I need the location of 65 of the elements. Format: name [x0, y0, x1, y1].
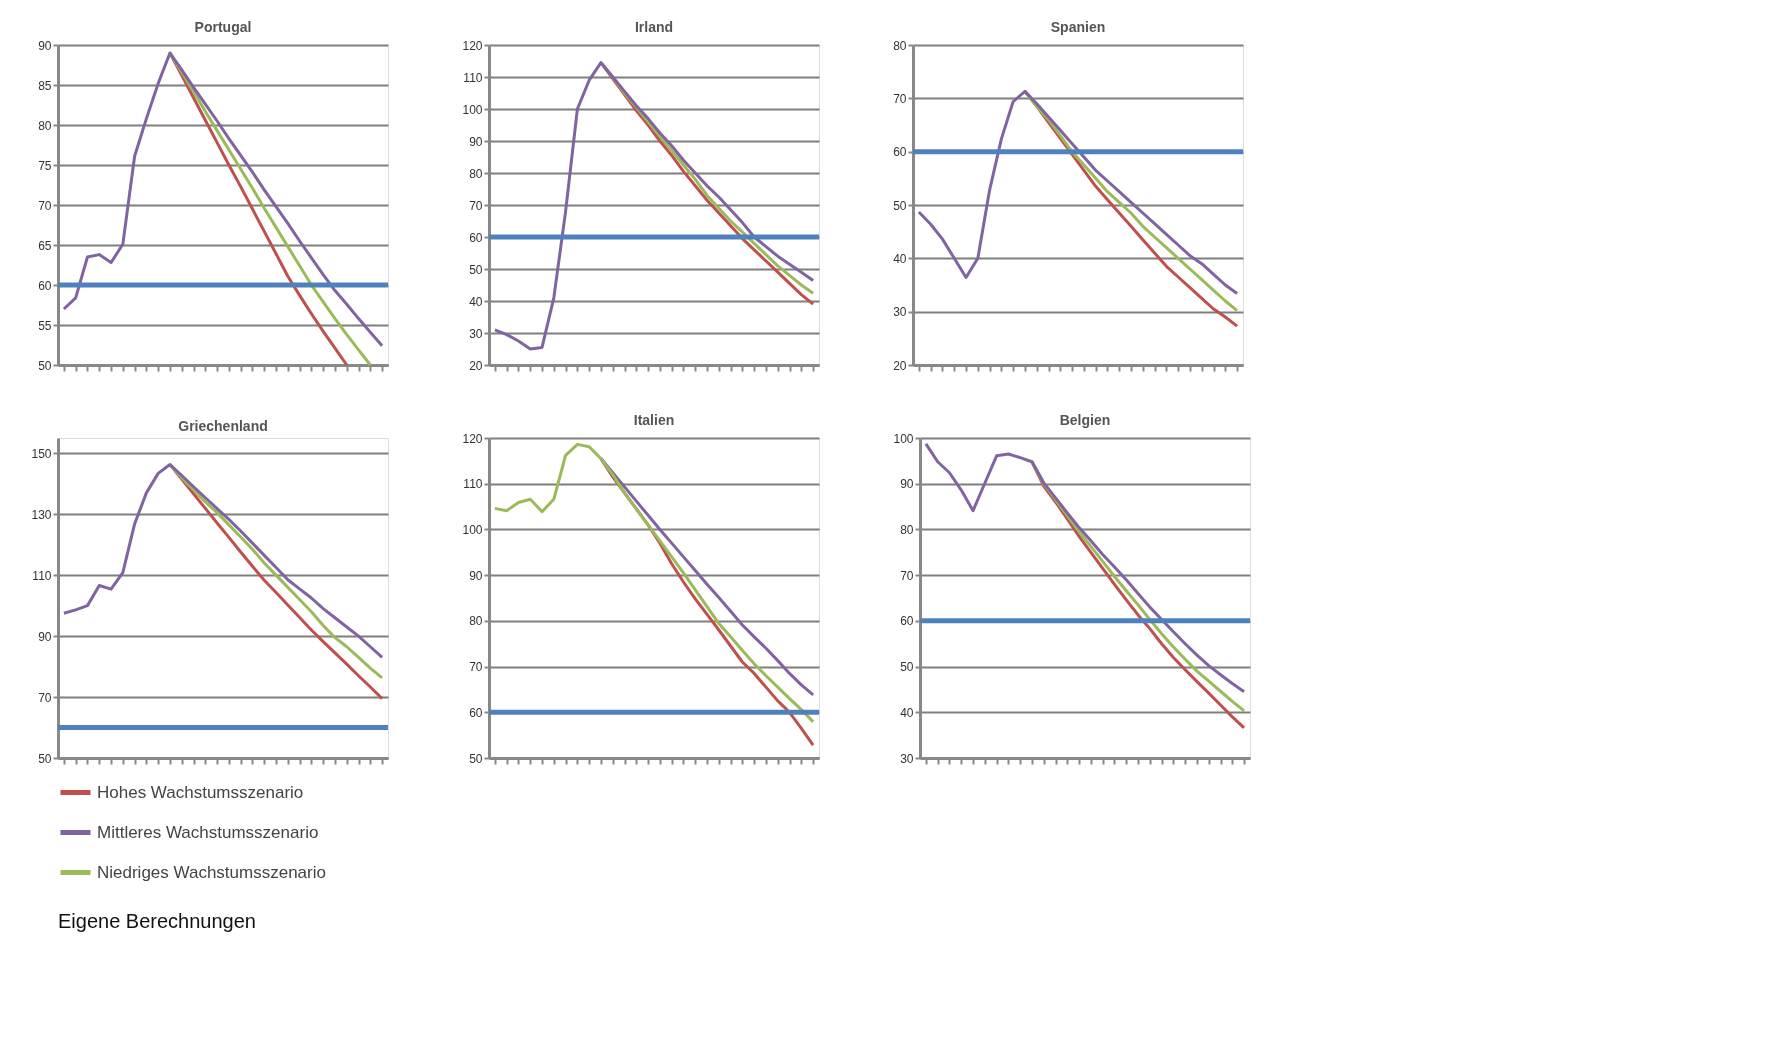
y-tick-label: 50 [469, 262, 483, 277]
y-tick-label: 55 [38, 318, 52, 333]
y-tick-label: 70 [38, 690, 52, 705]
y-tick-label: 70 [900, 568, 914, 583]
y-tick-label: 50 [38, 751, 52, 766]
line-series [493, 61, 815, 351]
chart-title: Italien [633, 412, 675, 428]
legend-label: Mittleres Wachstumsszenario [97, 822, 319, 842]
y-tick-label: 65 [38, 238, 52, 253]
y-tick-label: 90 [469, 134, 483, 149]
y-tick-label: 90 [900, 477, 914, 492]
y-tick-label: 40 [900, 705, 914, 720]
line-series [62, 463, 384, 659]
line-series [924, 442, 1246, 694]
y-tick-label: 90 [469, 568, 483, 583]
y-tick-label: 60 [469, 230, 483, 245]
y-tick-label: 60 [893, 145, 907, 160]
y-tick-label: 110 [463, 477, 483, 492]
y-tick-label: 80 [469, 166, 483, 181]
y-tick-label: 30 [900, 751, 914, 766]
y-tick-label: 50 [469, 751, 483, 766]
chart-title: Spanien [1050, 19, 1106, 35]
y-tick-label: 70 [893, 91, 907, 106]
y-tick-label: 70 [469, 660, 483, 675]
y-tick-label: 50 [893, 198, 907, 213]
y-tick-label: 70 [469, 198, 483, 213]
y-tick-label: 80 [893, 38, 907, 53]
y-tick-label: 20 [469, 358, 483, 373]
y-tick-label: 80 [38, 118, 52, 133]
y-tick-label: 20 [893, 358, 907, 373]
y-tick-label: 80 [900, 522, 914, 537]
y-tick-label: 60 [38, 278, 52, 293]
legend-label: Niedriges Wachstumsszenario [97, 862, 326, 882]
y-tick-label: 110 [463, 70, 483, 85]
chart-title: Griechenland [178, 418, 268, 434]
y-tick-label: 100 [462, 102, 483, 117]
y-tick-label: 60 [900, 614, 914, 629]
y-tick-label: 80 [469, 614, 483, 629]
y-tick-label: 40 [469, 294, 483, 309]
y-tick-label: 150 [31, 446, 52, 461]
y-tick-label: 30 [469, 326, 483, 341]
line-series [917, 89, 1239, 296]
line-series [62, 51, 384, 348]
chart-title: Belgien [1059, 412, 1111, 428]
y-tick-label: 130 [31, 507, 52, 522]
y-tick-label: 120 [462, 38, 483, 53]
y-tick-label: 50 [38, 358, 52, 373]
legend-label: Hohes Wachstumsszenario [97, 782, 304, 802]
y-tick-label: 60 [469, 705, 483, 720]
chart-title: Portugal [194, 19, 252, 35]
y-tick-label: 75 [38, 158, 52, 173]
y-tick-label: 110 [32, 568, 52, 583]
y-tick-label: 100 [893, 431, 914, 446]
text: Eigene Berechnungen [58, 910, 256, 932]
chart-title: Irland [634, 19, 674, 35]
y-tick-label: 40 [893, 251, 907, 266]
y-tick-label: 70 [38, 198, 52, 213]
y-tick-label: 120 [462, 431, 483, 446]
y-tick-label: 100 [462, 522, 483, 537]
y-tick-label: 85 [38, 78, 52, 93]
y-tick-label: 90 [38, 629, 52, 644]
y-tick-label: 90 [38, 38, 52, 53]
y-tick-label: 50 [900, 660, 914, 675]
line-series [493, 442, 815, 724]
y-tick-label: 30 [893, 305, 907, 320]
